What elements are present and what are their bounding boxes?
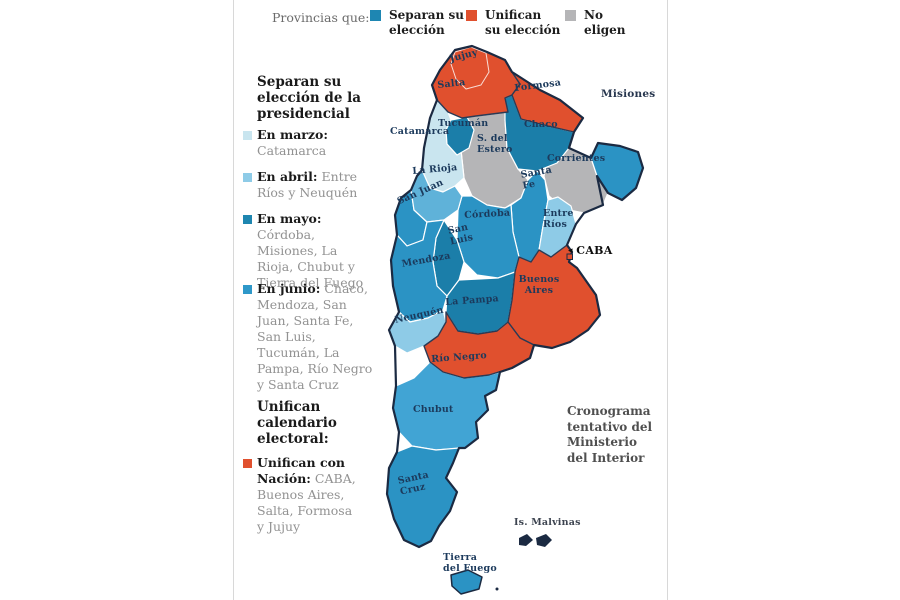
bullet-swatch-junio xyxy=(243,285,252,294)
legend-label-unifican: Unifican su elección xyxy=(485,8,561,37)
province-tdf xyxy=(450,569,483,595)
group-mayo: En mayo: Córdoba, Misiones, La Rioja, Ch… xyxy=(257,211,377,291)
bullet-swatch-marzo xyxy=(243,131,252,140)
label-catamarca: Catamarca xyxy=(390,126,450,137)
group-abril-text: Entre Ríos y Neuquén xyxy=(257,169,358,200)
group-mayo-text: Córdoba, Misiones, La Rioja, Chubut y Ti… xyxy=(257,227,364,290)
sidebar-header-separan: Separan su elección de la presidencial xyxy=(257,74,361,122)
bullet-swatch-abril xyxy=(243,173,252,182)
label-entre-rios: Entre Ríos xyxy=(543,208,574,230)
province-jujuy xyxy=(450,46,490,90)
small-island-dot xyxy=(495,587,499,591)
legend-swatch-separan xyxy=(370,10,381,21)
group-abril-label: En abril: xyxy=(257,169,318,184)
label-corrientes: Corrientes xyxy=(547,153,606,164)
label-chubut: Chubut xyxy=(413,404,454,415)
label-tucuman: Tucumán xyxy=(438,118,489,129)
source-note: Cronograma tentativo del Ministerio del … xyxy=(567,404,653,465)
group-junio-label: En junio: xyxy=(257,281,321,296)
label-s-del-estero: S. del Estero xyxy=(477,133,513,155)
legend-swatch-unifican xyxy=(466,10,477,21)
group-marzo-label: En marzo: xyxy=(257,127,328,142)
label-caba-text: CABA xyxy=(576,244,613,257)
sidebar-header-unifican: Unifican calendario electoral: xyxy=(257,399,337,447)
label-is-malvinas: Is. Malvinas xyxy=(514,517,581,528)
legend-label-separan: Separan su elección xyxy=(389,8,464,37)
left-border-line xyxy=(233,0,234,600)
bullet-swatch-mayo xyxy=(243,215,252,224)
legend-title: Provincias que: xyxy=(272,10,370,25)
group-nacion-text: CABA, Buenos Aires, Salta, Formosa y Juj… xyxy=(257,471,356,534)
group-mayo-label: En mayo: xyxy=(257,211,322,226)
group-abril: En abril: Entre Ríos y Neuquén xyxy=(257,169,377,201)
label-buenos-aires: Buenos Aires xyxy=(518,274,560,296)
group-nacion-label: Unifican con Nación: xyxy=(257,455,346,486)
group-marzo: En marzo: Catamarca xyxy=(257,127,377,159)
group-junio: En junio: Chaco, Mendoza, San Juan, Sant… xyxy=(257,281,377,393)
caba-pointer-icon: ◂ xyxy=(568,246,577,256)
group-junio-text: Chaco, Mendoza, San Juan, Santa Fe, San … xyxy=(257,281,373,392)
malvinas-island-west xyxy=(519,534,533,546)
province-buenosaires xyxy=(507,244,601,349)
country-outline xyxy=(385,44,645,549)
right-border-line xyxy=(667,0,668,600)
label-caba: ◂ CABA xyxy=(568,244,613,257)
caba-marker xyxy=(566,253,573,260)
malvinas-island-east xyxy=(536,534,552,547)
bullet-swatch-nacion xyxy=(243,459,252,468)
province-santacruz xyxy=(386,445,460,548)
legend-label-no-eligen: No eligen xyxy=(584,8,626,37)
label-chaco: Chaco xyxy=(524,119,558,130)
group-nacion: Unifican con Nación: CABA, Buenos Aires,… xyxy=(257,455,377,535)
legend-swatch-no-eligen xyxy=(565,10,576,21)
province-tucuman xyxy=(445,116,475,156)
label-tierra-del-fuego: Tierra del Fuego xyxy=(443,552,497,574)
group-marzo-text: Catamarca xyxy=(257,143,327,158)
label-misiones: Misiones xyxy=(601,88,656,100)
